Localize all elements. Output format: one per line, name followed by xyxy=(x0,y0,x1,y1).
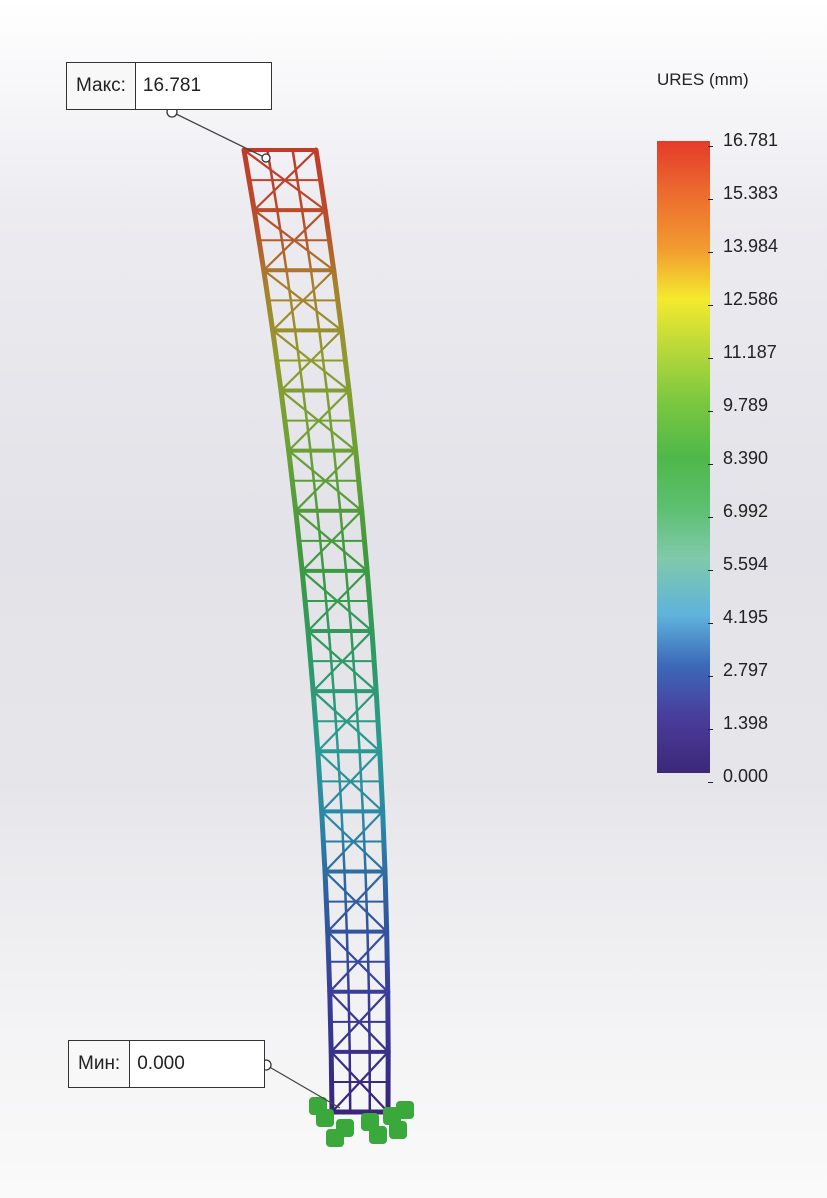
fixture-arrow-icon xyxy=(326,1129,344,1147)
legend-tick: 16.781 xyxy=(708,129,778,151)
max-leader-line xyxy=(171,111,267,159)
min-value: 0.000 xyxy=(137,1053,185,1074)
max-label: Макс: xyxy=(67,63,136,109)
min-label: Мин: xyxy=(69,1041,131,1087)
legend-tick: 1.398 xyxy=(708,712,768,734)
legend-tick: 6.992 xyxy=(708,500,768,522)
legend-tick: 12.586 xyxy=(708,288,778,310)
tower-lattice xyxy=(241,147,391,1115)
fixture-arrow-icon xyxy=(396,1101,414,1119)
legend-tick: 2.797 xyxy=(708,659,768,681)
fixture-arrow-icon xyxy=(389,1121,407,1139)
fixed-support-icon xyxy=(309,1097,414,1147)
max-point-marker xyxy=(261,153,271,163)
max-value-callout[interactable]: Макс: 16.781 xyxy=(66,62,272,110)
color-scale-bar[interactable] xyxy=(657,141,710,773)
legend-tick: 15.383 xyxy=(708,182,778,204)
legend-tick: 11.187 xyxy=(708,341,777,363)
legend-tick: 9.789 xyxy=(708,394,768,416)
legend-tick: 13.984 xyxy=(708,235,778,257)
legend-tick: 4.195 xyxy=(708,606,768,628)
fixture-arrow-icon xyxy=(309,1097,327,1115)
legend-tick: 8.390 xyxy=(708,447,768,469)
max-value: 16.781 xyxy=(142,75,202,96)
fixture-arrow-icon xyxy=(369,1126,387,1144)
legend-title: URES (mm) xyxy=(657,70,749,89)
min-value-callout[interactable]: Мин: 0.000 xyxy=(68,1040,265,1088)
legend-tick: 5.594 xyxy=(708,553,768,575)
min-leader-line xyxy=(265,1064,341,1109)
legend-tick: 0.000 xyxy=(708,765,768,787)
